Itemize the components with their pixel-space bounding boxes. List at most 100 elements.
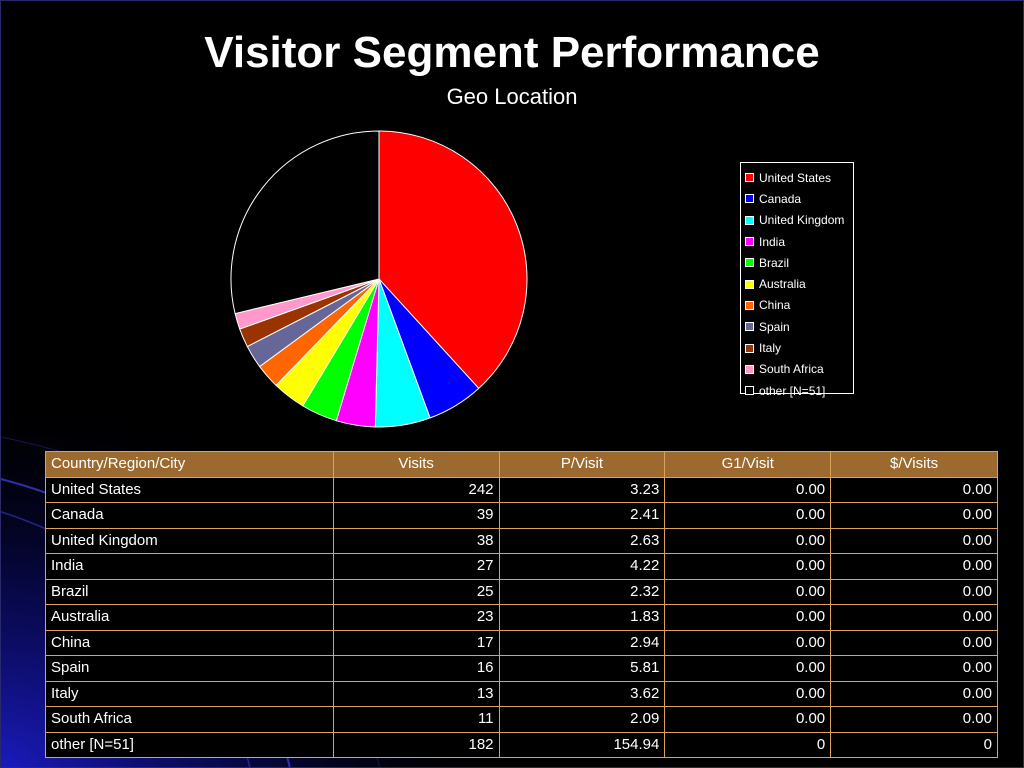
legend-item: United States xyxy=(741,167,853,188)
legend-label: India xyxy=(759,234,786,249)
legend-item: Australia xyxy=(741,273,853,294)
table-cell-value: 0.00 xyxy=(664,527,832,554)
legend-swatch xyxy=(745,322,754,332)
table-cell-value: 1.83 xyxy=(498,604,666,631)
legend-swatch xyxy=(745,237,754,247)
data-table: Country/Region/City Visits P/Visit G1/Vi… xyxy=(45,451,998,758)
legend-item: India xyxy=(741,231,853,252)
table-cell-value: 0.00 xyxy=(830,604,998,631)
legend-label: United Kingdom xyxy=(759,213,845,228)
legend-item: other [N=51] xyxy=(741,380,853,401)
legend-item: Brazil xyxy=(741,252,853,273)
legend-swatch xyxy=(745,343,754,353)
table-cell-country: Canada xyxy=(45,502,334,529)
table-cell-value: 16 xyxy=(332,655,500,682)
table-row: China 17 2.94 0.00 0.00 xyxy=(45,629,998,656)
legend-swatch xyxy=(745,215,754,225)
table-cell-value: 4.22 xyxy=(498,553,666,580)
legend-swatch xyxy=(745,279,754,289)
header-g1-visit: G1/Visit xyxy=(664,451,832,478)
table-cell-value: 182 xyxy=(332,731,500,758)
table-row: Spain 16 5.81 0.00 0.00 xyxy=(45,655,998,682)
table-cell-value: 154.94 xyxy=(498,731,666,758)
table-cell-value: 2.32 xyxy=(498,578,666,605)
pie-slice-united-states xyxy=(378,130,528,390)
table-cell-value: 17 xyxy=(332,629,500,656)
table-cell-value: 0.00 xyxy=(664,502,832,529)
table-row: United Kingdom 38 2.63 0.00 0.00 xyxy=(45,527,998,554)
legend-label: Australia xyxy=(759,277,806,292)
table-cell-country: Spain xyxy=(45,655,334,682)
header-country: Country/Region/City xyxy=(45,451,334,478)
legend-swatch xyxy=(745,258,754,268)
chart-legend: United States Canada United Kingdom India Br… xyxy=(740,162,854,398)
legend-label: other [N=51] xyxy=(759,383,826,398)
legend-swatch xyxy=(745,300,754,310)
table-cell-value: 0.00 xyxy=(664,629,832,656)
table-cell-value: 39 xyxy=(332,502,500,529)
legend-label: South Africa xyxy=(759,362,824,377)
table-cell-value: 38 xyxy=(332,527,500,554)
table-cell-value: 0.00 xyxy=(664,553,832,580)
table-cell-country: United Kingdom xyxy=(45,527,334,554)
table-cell-value: 0.00 xyxy=(664,655,832,682)
slide-subtitle: Geo Location xyxy=(446,84,578,109)
table-cell-value: 11 xyxy=(332,706,500,733)
legend-label: Canada xyxy=(759,191,802,206)
table-cell-country: South Africa xyxy=(45,706,334,733)
table-row: Canada 39 2.41 0.00 0.00 xyxy=(45,502,998,529)
table-cell-value: 13 xyxy=(332,680,500,707)
legend-swatch xyxy=(745,173,754,183)
legend-label: China xyxy=(759,298,791,313)
table-row: other [N=51] 182 154.94 0 0 xyxy=(45,731,998,758)
legend-label: Italy xyxy=(759,341,782,356)
table-cell-value: 0.00 xyxy=(830,476,998,503)
table-cell-value: 0.00 xyxy=(830,680,998,707)
table-cell-value: 3.23 xyxy=(498,476,666,503)
table-row: Brazil 25 2.32 0.00 0.00 xyxy=(45,578,998,605)
table-cell-value: 0.00 xyxy=(830,553,998,580)
table-cell-value: 0.00 xyxy=(830,655,998,682)
legend-item: Spain xyxy=(741,316,853,337)
table-row: Italy 13 3.62 0.00 0.00 xyxy=(45,680,998,707)
pie-slice-other-n-51 xyxy=(230,130,380,315)
table-cell-value: 0.00 xyxy=(664,476,832,503)
table-cell-country: China xyxy=(45,629,334,656)
table-cell-value: 0.00 xyxy=(664,706,832,733)
table-cell-country: India xyxy=(45,553,334,580)
legend-item: Italy xyxy=(741,337,853,358)
table-cell-value: 0.00 xyxy=(830,527,998,554)
legend-label: United States xyxy=(759,170,832,185)
legend-label: Brazil xyxy=(759,255,790,270)
legend-item: South Africa xyxy=(741,359,853,380)
table-cell-value: 242 xyxy=(332,476,500,503)
pie-chart xyxy=(230,130,528,428)
slide-title: Visitor Segment Performance xyxy=(204,28,820,77)
legend-swatch xyxy=(745,364,754,374)
legend-item: Canada xyxy=(741,188,853,209)
table-cell-value: 25 xyxy=(332,578,500,605)
table-cell-country: Australia xyxy=(45,604,334,631)
table-cell-value: 0.00 xyxy=(830,706,998,733)
legend-item: United Kingdom xyxy=(741,210,853,231)
table-cell-value: 5.81 xyxy=(498,655,666,682)
legend-swatch xyxy=(745,386,754,396)
header-dollar-visits: $/Visits xyxy=(830,451,998,478)
table-row: India 27 4.22 0.00 0.00 xyxy=(45,553,998,580)
table-cell-value: 0.00 xyxy=(664,578,832,605)
table-cell-country: Italy xyxy=(45,680,334,707)
table-cell-value: 0 xyxy=(830,731,998,758)
legend-swatch xyxy=(745,194,754,204)
legend-item: China xyxy=(741,295,853,316)
table-cell-value: 0 xyxy=(664,731,832,758)
legend-label: Spain xyxy=(759,319,790,334)
table-header-row: Country/Region/City Visits P/Visit G1/Vi… xyxy=(45,451,998,478)
table-cell-value: 0.00 xyxy=(830,502,998,529)
table-cell-value: 2.63 xyxy=(498,527,666,554)
table-cell-value: 0.00 xyxy=(664,680,832,707)
table-cell-value: 2.09 xyxy=(498,706,666,733)
table-cell-value: 0.00 xyxy=(830,578,998,605)
table-row: United States 242 3.23 0.00 0.00 xyxy=(45,476,998,503)
table-row: Australia 23 1.83 0.00 0.00 xyxy=(45,604,998,631)
